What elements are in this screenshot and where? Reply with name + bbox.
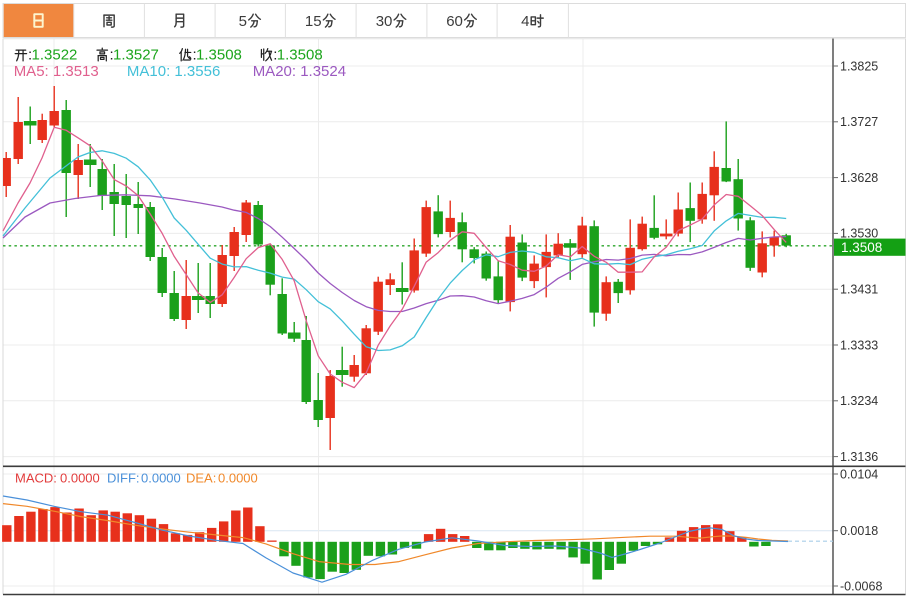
svg-text:1.3825: 1.3825 (840, 59, 878, 73)
svg-text:1.3508: 1.3508 (841, 240, 882, 255)
svg-text::: : (273, 46, 277, 63)
svg-text:0.0104: 0.0104 (840, 467, 878, 481)
svg-text:30: 30 (376, 13, 393, 30)
svg-text::: : (28, 46, 32, 63)
svg-text:1.3333: 1.3333 (840, 338, 878, 352)
svg-text:1.3136: 1.3136 (840, 450, 878, 464)
svg-text:1.3527: 1.3527 (113, 46, 159, 63)
svg-text:0.0000: 0.0000 (218, 471, 258, 486)
svg-text:0.0000: 0.0000 (60, 471, 100, 486)
svg-text:MA5: 1.3513: MA5: 1.3513 (14, 63, 99, 80)
svg-text:MA10: 1.3556: MA10: 1.3556 (127, 63, 220, 80)
svg-text:-0.0068: -0.0068 (840, 579, 882, 593)
svg-text:DIFF:: DIFF: (107, 471, 140, 486)
svg-text:1.3234: 1.3234 (840, 394, 878, 408)
svg-text:1.3431: 1.3431 (840, 283, 878, 297)
svg-text:DEA:: DEA: (186, 471, 216, 486)
svg-text:1.3628: 1.3628 (840, 171, 878, 185)
svg-text:60: 60 (446, 13, 463, 30)
svg-text:1.3508: 1.3508 (277, 46, 323, 63)
svg-text:4: 4 (521, 13, 529, 30)
svg-text:MACD:: MACD: (15, 471, 57, 486)
svg-text:15: 15 (305, 13, 322, 30)
svg-text:0.0000: 0.0000 (141, 471, 181, 486)
svg-text::: : (193, 46, 197, 63)
svg-text:1.3727: 1.3727 (840, 115, 878, 129)
svg-text:MA20: 1.3524: MA20: 1.3524 (253, 63, 346, 80)
svg-text:5: 5 (239, 13, 247, 30)
svg-text:0.0018: 0.0018 (840, 524, 878, 538)
svg-text:1.3508: 1.3508 (196, 46, 242, 63)
svg-text:1.3522: 1.3522 (32, 46, 78, 63)
svg-text:1.3530: 1.3530 (840, 227, 878, 241)
svg-text::: : (110, 46, 114, 63)
